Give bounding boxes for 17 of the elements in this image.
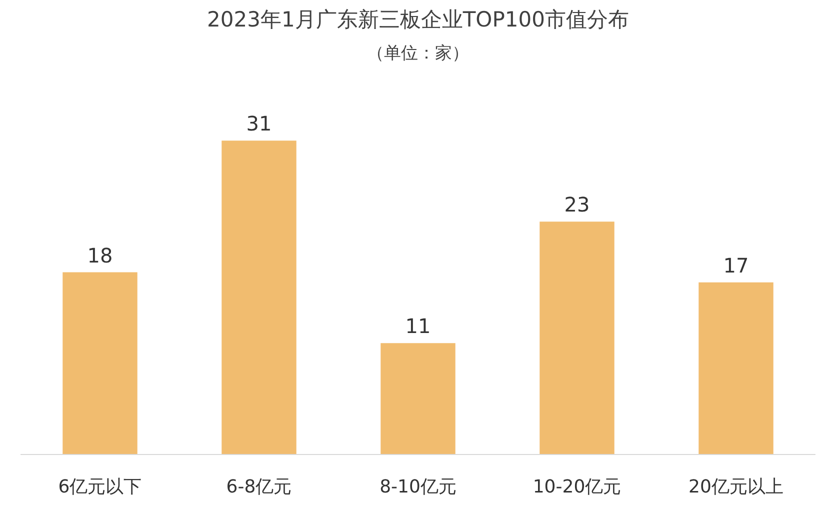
- x-tick-label: 8-10亿元: [380, 476, 456, 498]
- bar: [540, 222, 614, 454]
- bar: [380, 343, 456, 454]
- data-label: 17: [723, 253, 749, 278]
- x-tick-label: 6亿元以下: [58, 476, 142, 498]
- chart-subtitle: （单位：家）: [367, 44, 469, 64]
- data-label: 18: [87, 243, 113, 268]
- chart-title: 2023年1月广东新三板企业TOP100市值分布: [207, 8, 629, 32]
- x-tick-label: 6-8亿元: [226, 476, 292, 498]
- x-tick-label: 10-20亿元: [532, 476, 622, 498]
- data-label: 23: [564, 192, 590, 217]
- data-label: 11: [405, 314, 431, 338]
- x-tick-label: 20亿元以上: [688, 476, 784, 498]
- bar: [698, 282, 774, 454]
- data-label: 31: [246, 112, 272, 136]
- bar: [222, 140, 296, 454]
- bar: [62, 272, 138, 454]
